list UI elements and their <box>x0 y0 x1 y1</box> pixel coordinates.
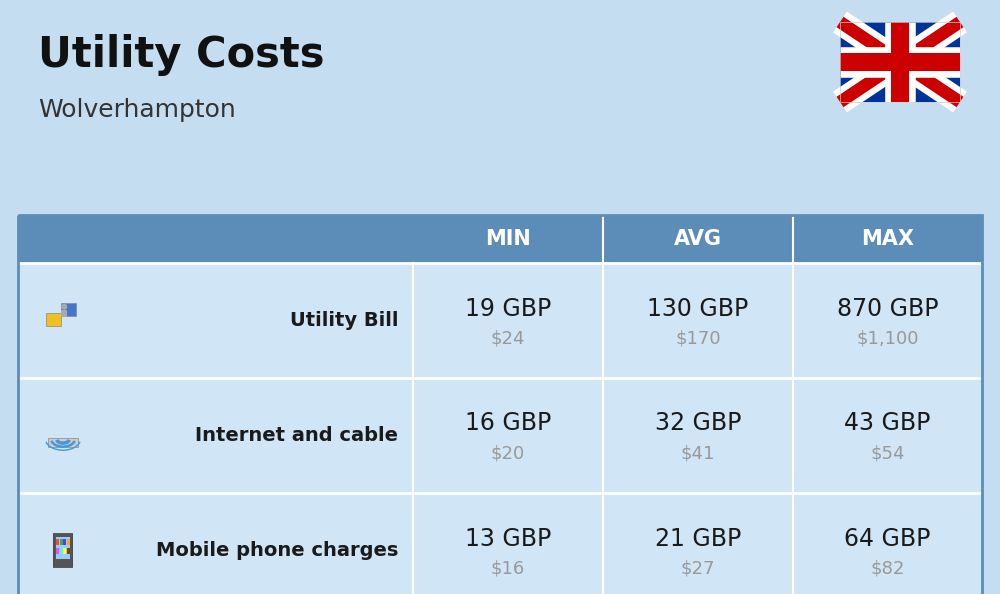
Text: Mobile phone charges: Mobile phone charges <box>156 541 398 560</box>
Text: 43 GBP: 43 GBP <box>844 412 931 435</box>
Bar <box>840 22 960 102</box>
Text: 64 GBP: 64 GBP <box>844 526 931 551</box>
Text: 130 GBP: 130 GBP <box>647 296 749 321</box>
Bar <box>56 538 70 559</box>
Bar <box>67 548 70 554</box>
Text: $54: $54 <box>870 444 905 463</box>
Text: Utility Bill: Utility Bill <box>290 311 398 330</box>
Circle shape <box>61 304 67 309</box>
Text: $24: $24 <box>491 330 525 347</box>
Text: $170: $170 <box>675 330 721 347</box>
Text: 32 GBP: 32 GBP <box>655 412 741 435</box>
Bar <box>67 539 70 545</box>
Bar <box>60 539 63 545</box>
Text: $41: $41 <box>681 444 715 463</box>
Text: 21 GBP: 21 GBP <box>655 526 741 551</box>
Text: Internet and cable: Internet and cable <box>195 426 398 445</box>
Bar <box>61 309 67 317</box>
Text: 13 GBP: 13 GBP <box>465 526 551 551</box>
Text: $82: $82 <box>870 560 905 577</box>
Text: $27: $27 <box>681 560 715 577</box>
Text: 16 GBP: 16 GBP <box>465 412 551 435</box>
Bar <box>56 539 59 545</box>
Text: $1,100: $1,100 <box>856 330 919 347</box>
Text: MIN: MIN <box>485 229 531 249</box>
FancyBboxPatch shape <box>53 533 73 567</box>
Bar <box>18 215 982 594</box>
Text: Wolverhampton: Wolverhampton <box>38 98 236 122</box>
Text: Utility Costs: Utility Costs <box>38 34 324 76</box>
Bar <box>48 438 78 447</box>
Text: 870 GBP: 870 GBP <box>837 296 938 321</box>
Bar <box>18 263 982 378</box>
Bar <box>18 378 982 493</box>
Bar <box>46 313 60 326</box>
Text: MAX: MAX <box>861 229 914 249</box>
Bar <box>63 548 66 554</box>
Bar <box>63 539 66 545</box>
Bar <box>56 548 59 554</box>
Bar <box>60 548 63 554</box>
Text: 19 GBP: 19 GBP <box>465 296 551 321</box>
Text: AVG: AVG <box>674 229 722 249</box>
Text: $16: $16 <box>491 560 525 577</box>
Bar <box>18 493 982 594</box>
Bar <box>18 215 982 263</box>
Bar <box>60 303 76 315</box>
Text: $20: $20 <box>491 444 525 463</box>
Bar <box>840 22 960 102</box>
